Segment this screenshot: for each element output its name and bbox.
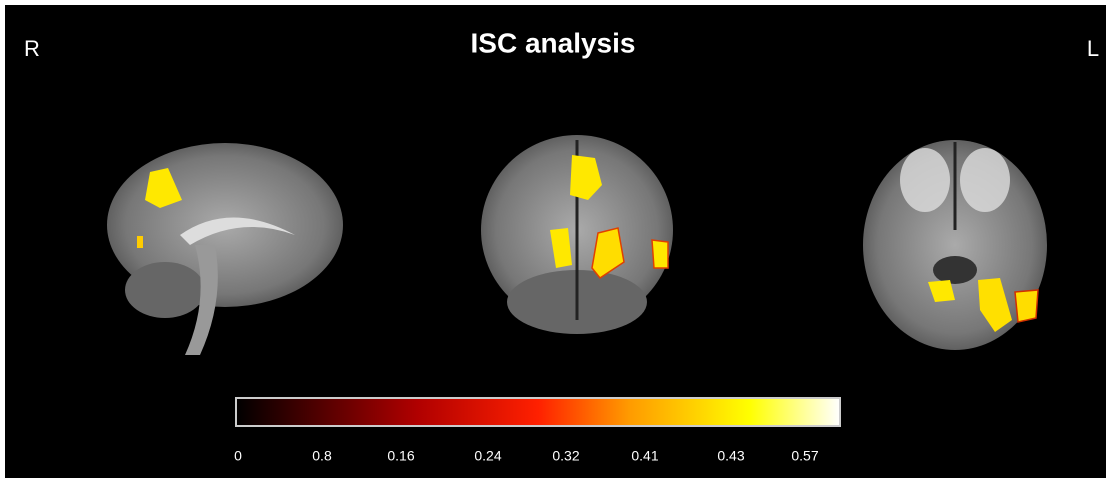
colorbar xyxy=(235,397,841,427)
colorbar-tick-label: 0.8 xyxy=(312,448,332,464)
colorbar-tick-label: 0.24 xyxy=(474,448,501,464)
colorbar-tick-label: 0 xyxy=(234,448,242,464)
coronal-slice xyxy=(481,135,673,334)
colorbar-tick-label: 0.43 xyxy=(717,448,744,464)
sagittal-slice xyxy=(107,143,343,355)
orientation-right: L xyxy=(1087,36,1099,61)
axial-slice xyxy=(863,140,1047,350)
title: ISC analysis xyxy=(471,27,636,58)
colorbar-tick-label: 0.57 xyxy=(791,448,818,464)
colorbar-tick-label: 0.32 xyxy=(552,448,579,464)
orientation-left: R xyxy=(24,36,40,61)
colorbar-tick-label: 0.16 xyxy=(387,448,414,464)
colorbar-tick-label: 0.41 xyxy=(631,448,658,464)
